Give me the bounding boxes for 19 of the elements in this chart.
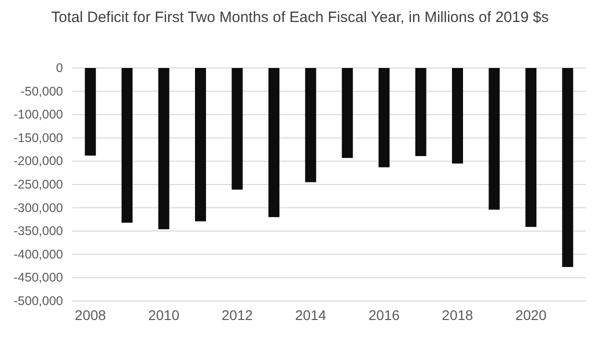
y-tick-label: 0 (56, 61, 64, 75)
y-tick-label: -300,000 (14, 200, 64, 215)
x-tick-label: 2008 (74, 306, 106, 323)
y-tick-label: -450,000 (14, 270, 64, 285)
y-tick-label: -500,000 (14, 294, 64, 308)
x-tick-label: 2014 (295, 306, 326, 323)
y-tick-label: -250,000 (14, 178, 64, 192)
y-tick-label: -200,000 (14, 154, 64, 168)
chart-title: Total Deficit for First Two Months of Each Fiscal Year, in Millions of 2019 $s (51, 9, 549, 26)
x-tick-label: 2016 (368, 306, 400, 323)
x-tick-label: 2018 (442, 306, 474, 323)
x-tick-label: 2012 (222, 306, 253, 323)
x-tick-label: 2010 (148, 306, 180, 323)
y-tick-label: -100,000 (14, 108, 64, 122)
y-tick-label: -150,000 (14, 130, 64, 145)
y-tick-label: -350,000 (14, 224, 64, 238)
y-tick-label: -400,000 (14, 247, 64, 262)
y-tick-label: -50,000 (20, 84, 64, 98)
x-tick-label: 2020 (515, 306, 547, 323)
